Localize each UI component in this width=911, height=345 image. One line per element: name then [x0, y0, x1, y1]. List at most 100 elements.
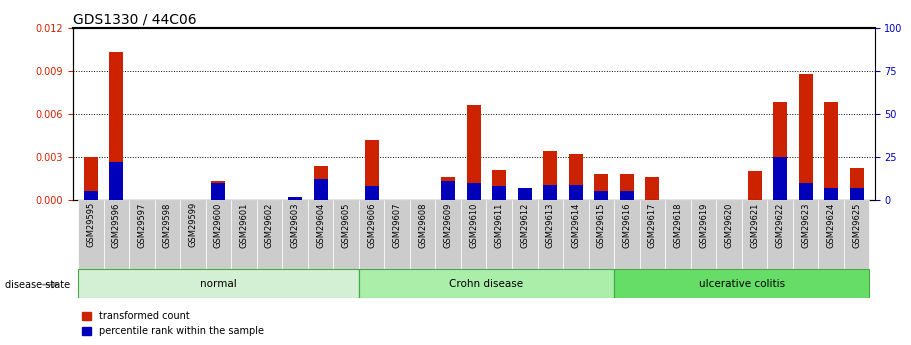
Text: GSM29618: GSM29618 — [673, 202, 682, 248]
FancyBboxPatch shape — [716, 200, 742, 269]
Bar — [824, 102, 838, 200]
FancyBboxPatch shape — [563, 200, 589, 269]
Text: GSM29606: GSM29606 — [367, 202, 376, 248]
Bar — [799, 183, 813, 200]
Bar — [748, 171, 762, 200]
Text: GSM29620: GSM29620 — [724, 202, 733, 248]
FancyBboxPatch shape — [180, 200, 206, 269]
FancyBboxPatch shape — [384, 200, 410, 269]
Bar — [211, 181, 225, 200]
FancyBboxPatch shape — [793, 200, 818, 269]
FancyBboxPatch shape — [359, 200, 384, 269]
FancyBboxPatch shape — [844, 200, 869, 269]
Bar — [543, 151, 558, 200]
Bar — [492, 186, 507, 200]
Text: GSM29605: GSM29605 — [342, 202, 351, 248]
Text: ulcerative colitis: ulcerative colitis — [699, 279, 785, 289]
Bar — [211, 183, 225, 200]
FancyBboxPatch shape — [78, 200, 104, 269]
Bar — [441, 177, 456, 200]
Text: GSM29613: GSM29613 — [546, 202, 555, 248]
FancyBboxPatch shape — [461, 200, 486, 269]
Bar — [773, 157, 787, 200]
Bar — [645, 177, 660, 200]
Text: GSM29601: GSM29601 — [240, 202, 249, 248]
Bar — [364, 140, 379, 200]
Text: GSM29610: GSM29610 — [469, 202, 478, 248]
FancyBboxPatch shape — [104, 200, 129, 269]
Bar — [288, 199, 302, 200]
Text: GSM29624: GSM29624 — [826, 202, 835, 248]
Bar — [313, 166, 328, 200]
FancyBboxPatch shape — [614, 200, 640, 269]
Text: GSM29616: GSM29616 — [622, 202, 631, 248]
Text: GSM29622: GSM29622 — [775, 202, 784, 248]
Bar — [773, 102, 787, 200]
Text: Crohn disease: Crohn disease — [449, 279, 524, 289]
FancyBboxPatch shape — [537, 200, 563, 269]
Text: GSM29623: GSM29623 — [801, 202, 810, 248]
Text: GSM29625: GSM29625 — [852, 202, 861, 248]
Bar — [84, 157, 97, 200]
Bar — [568, 185, 583, 200]
FancyBboxPatch shape — [78, 269, 359, 298]
Text: GDS1330 / 44C06: GDS1330 / 44C06 — [73, 12, 197, 27]
Bar — [84, 191, 97, 200]
Bar — [824, 188, 838, 200]
FancyBboxPatch shape — [818, 200, 844, 269]
Text: GSM29611: GSM29611 — [495, 202, 504, 248]
FancyBboxPatch shape — [282, 200, 308, 269]
Bar — [109, 52, 123, 200]
FancyBboxPatch shape — [129, 200, 155, 269]
Bar — [492, 170, 507, 200]
Text: GSM29603: GSM29603 — [291, 202, 300, 248]
FancyBboxPatch shape — [665, 200, 691, 269]
FancyBboxPatch shape — [359, 269, 614, 298]
Text: GSM29612: GSM29612 — [520, 202, 529, 248]
FancyBboxPatch shape — [640, 200, 665, 269]
Bar — [850, 168, 864, 200]
FancyBboxPatch shape — [512, 200, 537, 269]
Bar — [313, 179, 328, 200]
Bar — [466, 183, 481, 200]
Bar — [594, 191, 609, 200]
FancyBboxPatch shape — [308, 200, 333, 269]
Bar — [466, 105, 481, 200]
Text: GSM29600: GSM29600 — [214, 202, 223, 248]
FancyBboxPatch shape — [257, 200, 282, 269]
FancyBboxPatch shape — [333, 200, 359, 269]
Text: GSM29598: GSM29598 — [163, 202, 172, 248]
Text: normal: normal — [200, 279, 237, 289]
Text: disease state: disease state — [5, 280, 69, 289]
Bar — [543, 185, 558, 200]
Text: GSM29621: GSM29621 — [750, 202, 759, 248]
Legend: transformed count, percentile rank within the sample: transformed count, percentile rank withi… — [77, 307, 268, 340]
FancyBboxPatch shape — [614, 269, 869, 298]
Text: GSM29599: GSM29599 — [189, 202, 198, 247]
Text: GSM29607: GSM29607 — [393, 202, 402, 248]
Bar — [441, 181, 456, 200]
FancyBboxPatch shape — [206, 200, 231, 269]
FancyBboxPatch shape — [767, 200, 793, 269]
Bar — [619, 174, 634, 200]
FancyBboxPatch shape — [691, 200, 716, 269]
Text: GSM29609: GSM29609 — [444, 202, 453, 248]
Bar — [799, 73, 813, 200]
FancyBboxPatch shape — [231, 200, 257, 269]
Bar — [109, 162, 123, 200]
Text: GSM29617: GSM29617 — [648, 202, 657, 248]
Bar — [364, 186, 379, 200]
Text: GSM29597: GSM29597 — [138, 202, 147, 248]
Text: GSM29619: GSM29619 — [699, 202, 708, 248]
FancyBboxPatch shape — [155, 200, 180, 269]
Text: GSM29608: GSM29608 — [418, 202, 427, 248]
Bar — [517, 188, 532, 200]
Text: GSM29595: GSM29595 — [87, 202, 96, 247]
Bar — [288, 197, 302, 200]
Bar — [594, 174, 609, 200]
Text: GSM29596: GSM29596 — [112, 202, 121, 248]
FancyBboxPatch shape — [589, 200, 614, 269]
FancyBboxPatch shape — [486, 200, 512, 269]
Bar — [517, 189, 532, 200]
Bar — [619, 191, 634, 200]
